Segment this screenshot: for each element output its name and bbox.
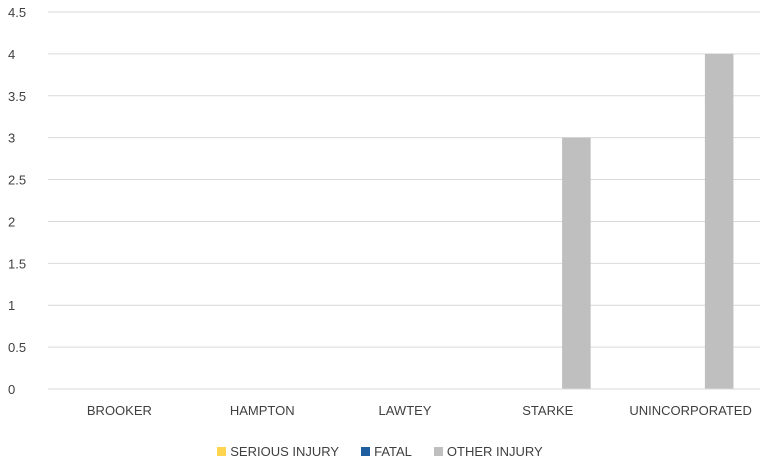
y-tick-label: 1 <box>8 298 15 313</box>
bar <box>562 137 591 389</box>
legend-item: FATAL <box>361 444 412 459</box>
y-tick-label: 3.5 <box>8 89 26 104</box>
x-tick-label: UNINCORPORATED <box>629 403 752 418</box>
legend-swatch <box>361 447 371 456</box>
y-tick-label: 0.5 <box>8 340 26 355</box>
legend-label: FATAL <box>374 444 412 459</box>
x-tick-label: HAMPTON <box>230 403 295 418</box>
x-tick-label: BROOKER <box>87 403 152 418</box>
legend-swatch <box>433 447 443 456</box>
x-tick-label: STARKE <box>522 403 573 418</box>
gridlines <box>48 11 760 348</box>
y-tick-label: 2.5 <box>8 173 26 188</box>
legend: SERIOUS INJURY FATAL OTHER INJURY <box>0 444 760 459</box>
legend-item: OTHER INJURY <box>433 444 543 459</box>
x-tick-label: LAWTEY <box>379 403 432 418</box>
bar <box>704 53 734 390</box>
bar-chart: 0 0.5 1 1.5 2 2.5 3 3.5 4 4.5 BROOKER HAMPTON LAWTE… <box>8 5 760 418</box>
legend-item: SERIOUS INJURY <box>217 444 339 459</box>
bars <box>562 53 734 390</box>
y-tick-label: 3 <box>8 131 15 146</box>
y-tick-label: 4 <box>8 47 15 62</box>
legend-label: OTHER INJURY <box>446 444 543 459</box>
x-axis-ticks: BROOKER HAMPTON LAWTEY STARKE UNINCORPORATED <box>87 403 752 418</box>
legend-swatch <box>217 447 227 456</box>
y-axis-ticks: 0 0.5 1 1.5 2 2.5 3 3.5 4 4.5 <box>8 5 26 397</box>
y-tick-label: 0 <box>8 382 15 397</box>
y-tick-label: 1.5 <box>8 256 26 271</box>
y-tick-label: 4.5 <box>8 5 26 20</box>
legend-label: SERIOUS INJURY <box>230 444 340 459</box>
y-tick-label: 2 <box>8 214 15 229</box>
